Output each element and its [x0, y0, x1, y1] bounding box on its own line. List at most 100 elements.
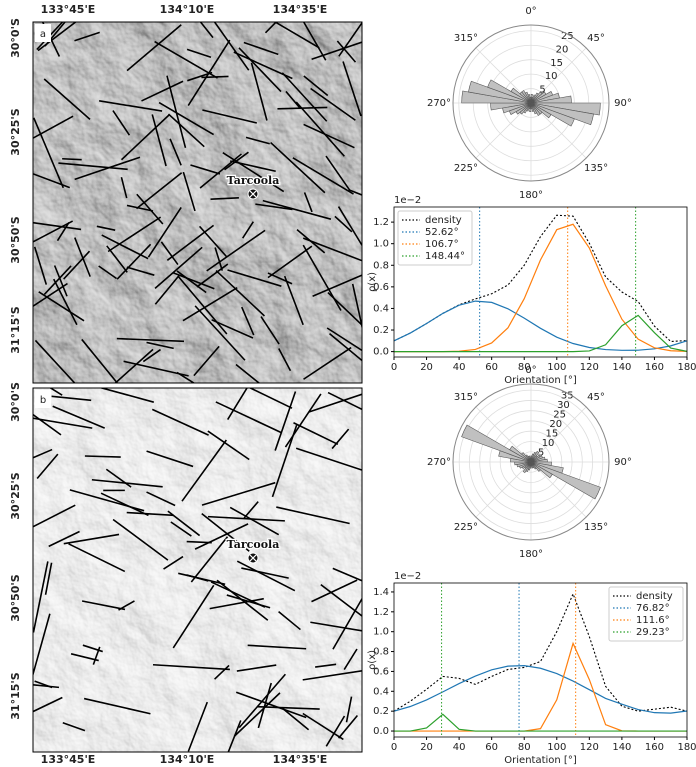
x-tick-label: 100 [547, 742, 566, 753]
lineament [48, 530, 80, 548]
lineament [222, 152, 285, 193]
radial-tick-label: 20 [549, 419, 562, 430]
lineament [186, 48, 212, 59]
lineament [70, 653, 99, 662]
rose-outline [452, 24, 610, 182]
lineament [196, 263, 229, 288]
map-frame [32, 21, 363, 384]
lineament [250, 62, 268, 121]
x-tick-label: 180 [677, 362, 696, 373]
angle-label: 315° [454, 392, 478, 403]
lineament [342, 61, 362, 117]
lineament [264, 22, 278, 34]
y-tick-label: 1.0 [373, 239, 389, 250]
lineaments [33, 388, 362, 752]
lineament [33, 246, 48, 285]
rose-diagram: 0° 45° 90° 135° 180° 225° 270° 315° 510 15 20 25 [427, 6, 632, 201]
y-tick-label: 1.0 [373, 627, 389, 638]
lineament [105, 468, 132, 488]
angle-label: 90° [614, 98, 632, 109]
lineament [295, 101, 345, 157]
rose-bar [524, 91, 532, 104]
lineament [241, 567, 289, 579]
lineament [74, 237, 91, 277]
angle-label: 0° [525, 365, 536, 376]
lineament [229, 506, 280, 536]
x-tick-label: 120 [580, 742, 599, 753]
lineament [92, 646, 101, 665]
radial-tick-label: 10 [545, 71, 558, 82]
x-tick-label: 20 [420, 362, 433, 373]
lineament [233, 692, 281, 737]
lineament [193, 345, 220, 377]
lineament [198, 225, 228, 258]
series-line [393, 592, 688, 712]
lineament [343, 648, 358, 670]
x-tick-label: 40 [453, 742, 466, 753]
lineament [116, 337, 185, 343]
lineament [241, 221, 254, 239]
lineament [96, 225, 116, 231]
angle-label: 225° [454, 163, 478, 174]
lineament [332, 597, 362, 650]
lineament [166, 224, 215, 261]
lineament [206, 229, 266, 272]
lineament [332, 567, 362, 582]
lineament [285, 90, 301, 109]
lineament [329, 333, 362, 362]
lineament [33, 613, 51, 677]
lineament [238, 47, 282, 93]
lineament [280, 706, 310, 731]
lineament [33, 448, 53, 459]
angle-label: 270° [427, 457, 451, 468]
map-x-label: 133°45'E [41, 3, 96, 16]
lineament [126, 266, 155, 276]
angle-label: 90° [614, 457, 632, 468]
lineament [33, 684, 60, 689]
y-tick-label: 0.2 [373, 706, 389, 717]
lineament [52, 405, 106, 429]
panel-letter-box [35, 24, 51, 42]
lineament [120, 176, 128, 199]
rose-outline [452, 383, 610, 541]
lineament [194, 523, 249, 550]
lineament [84, 455, 121, 458]
lineament [160, 241, 179, 266]
legend-label: 52.62° [425, 227, 459, 238]
lineament [182, 171, 196, 212]
x-tick-label: 80 [518, 362, 531, 373]
lineament [98, 99, 163, 112]
lineament [255, 203, 293, 211]
x-tick-label: 40 [453, 362, 466, 373]
lineament [310, 87, 356, 121]
y-tick-label: 1.4 [373, 587, 389, 598]
y-tick-label: 0.8 [373, 647, 389, 658]
lineament [210, 581, 266, 608]
map-x-label: 133°45'E [41, 753, 96, 766]
lineament [207, 515, 285, 522]
rose-bar [529, 96, 532, 104]
x-tick-label: 0 [391, 362, 397, 373]
legend-box [608, 586, 684, 642]
y-tick-label: 0.4 [373, 303, 389, 314]
rose-bar [530, 461, 533, 467]
lineament [151, 408, 209, 436]
radial-tick-label: 35 [561, 390, 574, 401]
lineament [236, 664, 277, 672]
map-y-label: 30°50'S [9, 216, 22, 263]
lineament [33, 115, 74, 140]
lineament [325, 155, 351, 191]
hillshade [33, 22, 362, 383]
lineament [302, 237, 362, 262]
place-label: Tarcoola [227, 174, 280, 187]
lineament [36, 453, 59, 480]
lineament [325, 715, 346, 747]
x-tick-label: 0 [391, 742, 397, 753]
map-y-label: 31°15'S [9, 672, 22, 719]
lineament [226, 388, 248, 420]
lineament [207, 430, 250, 461]
lineament [74, 31, 100, 42]
lineament [63, 250, 91, 280]
lineament [53, 265, 68, 297]
